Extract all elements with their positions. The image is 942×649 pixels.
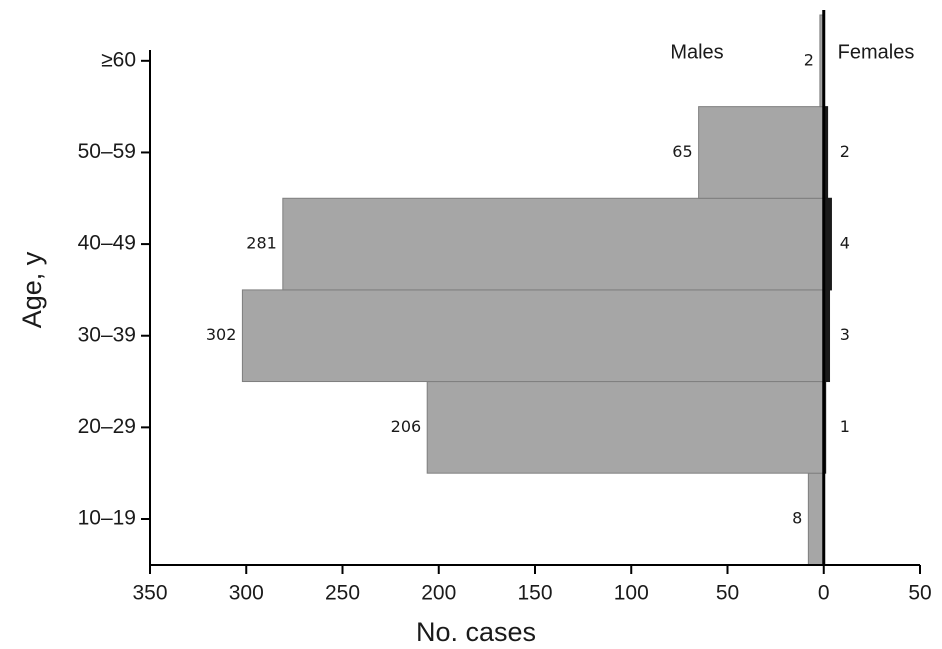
y-tick-label: 30–39 (78, 323, 136, 346)
bar (282, 197, 825, 291)
y-tick-label: 10–19 (78, 507, 136, 530)
x-tick-label: 350 (132, 582, 167, 605)
y-tick-label: 40–49 (78, 232, 136, 255)
bar (698, 106, 825, 199)
data-label: 281 (246, 234, 277, 253)
x-tick-label: 50 (908, 582, 931, 605)
bar (426, 381, 825, 474)
x-axis-title: No. cases (416, 617, 536, 647)
data-label: 3 (840, 325, 850, 344)
data-label: 206 (391, 417, 422, 436)
y-axis-title: Age, y (17, 251, 47, 328)
x-tick-label: 0 (818, 582, 830, 605)
x-tick-label: 300 (229, 582, 264, 605)
legend-label: Females (838, 41, 915, 63)
y-tick-label: 50–59 (78, 140, 136, 163)
data-label: 2 (840, 142, 850, 161)
legend-label: Males (670, 41, 723, 63)
bar (241, 289, 825, 383)
y-tick-label: ≥60 (101, 48, 136, 71)
data-label: 302 (206, 325, 237, 344)
data-label: 2 (804, 50, 814, 69)
data-label: 8 (792, 509, 802, 528)
data-label: 4 (840, 234, 850, 253)
y-tick-label: 20–29 (78, 415, 136, 438)
data-label: 1 (840, 417, 850, 436)
bar (807, 472, 825, 566)
x-tick-label: 250 (325, 582, 360, 605)
x-tick-label: 200 (421, 582, 456, 605)
x-tick-label: 150 (517, 582, 552, 605)
x-tick-label: 50 (716, 582, 739, 605)
x-tick-label: 100 (614, 582, 649, 605)
data-label: 65 (672, 142, 692, 161)
